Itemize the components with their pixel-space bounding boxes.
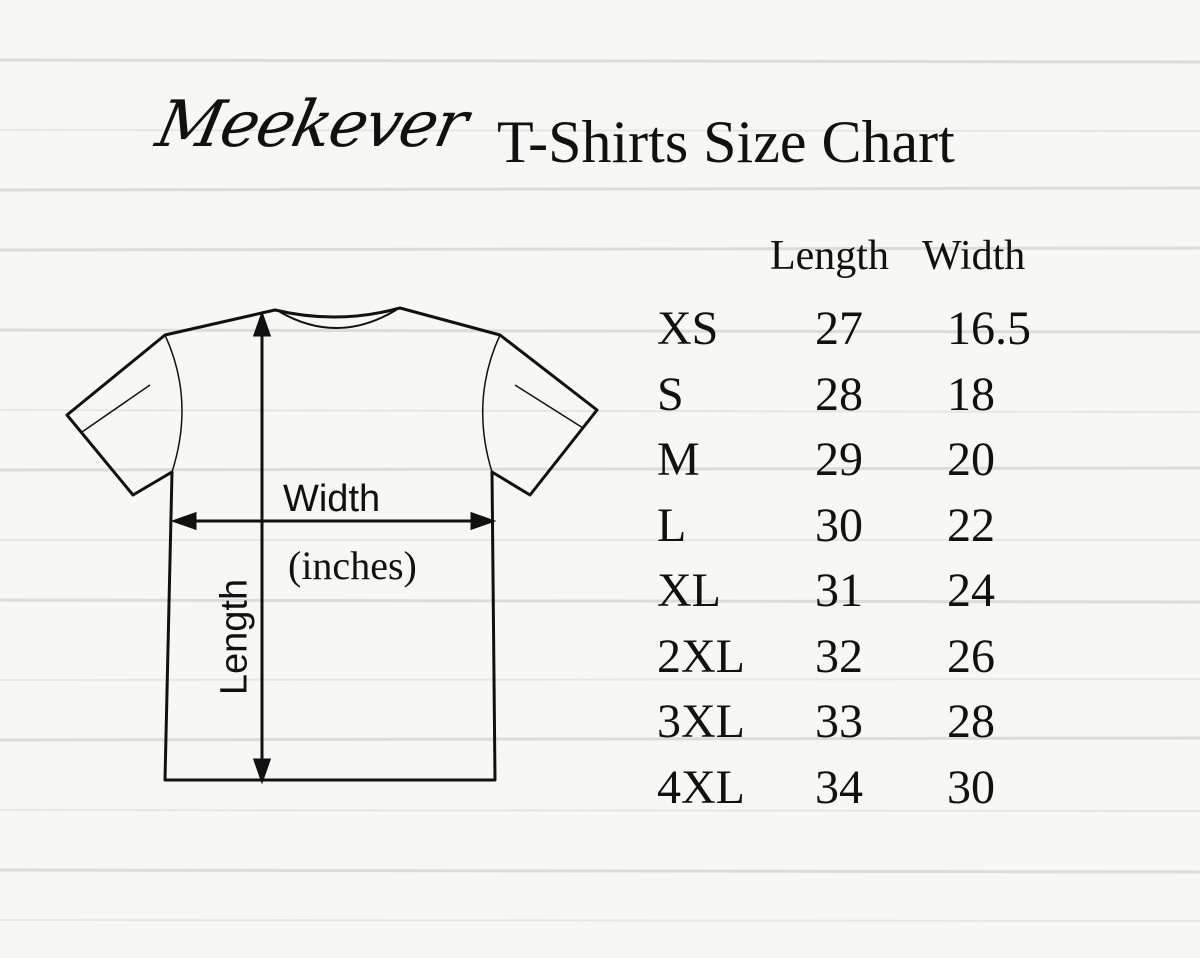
cell-length: 33	[815, 695, 863, 748]
length-label: Length	[213, 578, 256, 696]
cell-width: 18	[947, 367, 995, 421]
cell-size: 4XL	[657, 760, 745, 814]
cell-size: 2XL	[657, 629, 745, 683]
cell-width: 24	[947, 564, 995, 617]
cell-size: M	[657, 433, 700, 486]
cell-length: 31	[815, 564, 863, 617]
width-label: Width	[283, 478, 381, 520]
cell-width: 16.5	[947, 302, 1031, 355]
cell-length: 29	[815, 433, 863, 486]
shirt-outline	[65, 306, 599, 782]
unit-label: (inches)	[288, 543, 417, 588]
cell-length: 28	[815, 367, 863, 421]
cell-width: 26	[947, 629, 995, 683]
cell-size: L	[657, 498, 687, 552]
cell-width: 28	[947, 695, 995, 748]
cell-width: 22	[947, 498, 995, 552]
cell-size: S	[657, 367, 684, 421]
cell-width: 30	[947, 760, 995, 814]
cell-length: 27	[815, 302, 863, 355]
cell-length: 30	[815, 498, 863, 552]
cell-width: 20	[947, 433, 995, 486]
header-width: Width	[922, 233, 1026, 279]
cell-size: XL	[657, 564, 721, 617]
page-title: T-Shirts Size Chart	[497, 109, 955, 175]
cell-length: 34	[815, 760, 863, 814]
cell-size: 3XL	[657, 695, 745, 748]
header-length: Length	[770, 233, 889, 279]
cell-size: XS	[657, 302, 719, 355]
cell-length: 32	[815, 629, 863, 683]
